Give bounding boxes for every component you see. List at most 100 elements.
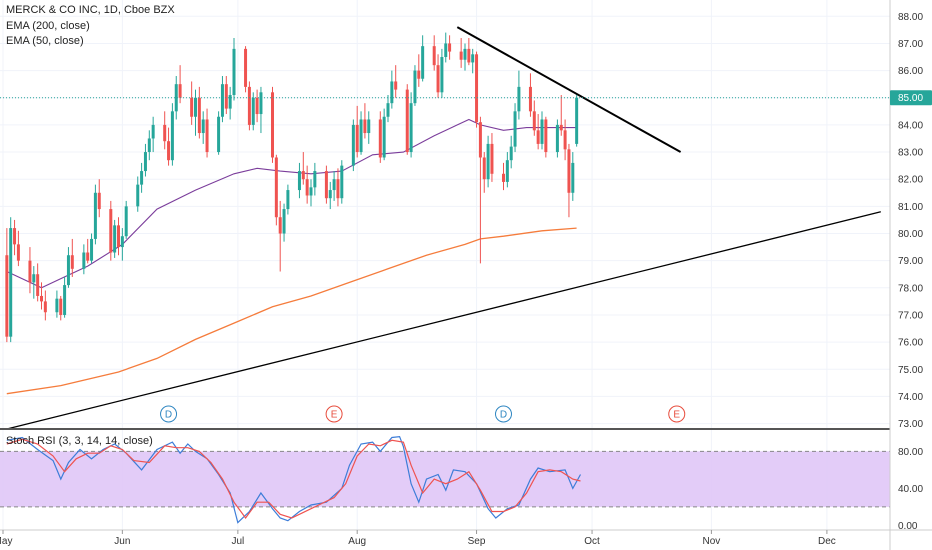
candle[interactable] bbox=[340, 160, 344, 204]
candle[interactable] bbox=[201, 111, 205, 144]
candle[interactable] bbox=[405, 84, 409, 155]
candle[interactable] bbox=[432, 35, 436, 71]
candle[interactable] bbox=[575, 95, 579, 147]
legend-stoch[interactable]: Stoch RSI (3, 3, 14, 14, close) bbox=[6, 435, 153, 447]
candle[interactable] bbox=[413, 65, 417, 106]
candle[interactable] bbox=[197, 86, 201, 139]
candle[interactable] bbox=[120, 228, 124, 261]
candle[interactable] bbox=[559, 95, 563, 136]
candle[interactable] bbox=[274, 154, 278, 226]
candle[interactable] bbox=[13, 219, 17, 256]
candle[interactable] bbox=[55, 290, 59, 318]
candle[interactable] bbox=[301, 152, 305, 185]
candle[interactable] bbox=[124, 200, 128, 239]
event-marker[interactable]: E bbox=[668, 405, 686, 423]
event-marker[interactable]: E bbox=[325, 405, 343, 423]
candle[interactable] bbox=[232, 38, 236, 101]
candle[interactable] bbox=[478, 116, 482, 264]
candle[interactable] bbox=[9, 217, 13, 343]
candle[interactable] bbox=[136, 176, 140, 212]
candle[interactable] bbox=[16, 230, 20, 267]
candle[interactable] bbox=[359, 111, 363, 155]
candle[interactable] bbox=[117, 217, 120, 256]
candle[interactable] bbox=[224, 76, 228, 115]
candle[interactable] bbox=[475, 51, 479, 128]
candle[interactable] bbox=[421, 35, 425, 82]
candle[interactable] bbox=[544, 116, 548, 158]
candle[interactable] bbox=[486, 135, 490, 188]
candle[interactable] bbox=[220, 76, 224, 123]
candle[interactable] bbox=[463, 43, 467, 71]
descending-trendline[interactable] bbox=[456, 26, 682, 153]
candle[interactable] bbox=[459, 38, 463, 68]
candle[interactable] bbox=[482, 152, 486, 193]
stoch-axis[interactable]: 0.00 40.00 80.00 bbox=[898, 447, 923, 532]
candle[interactable] bbox=[259, 86, 263, 134]
candle[interactable] bbox=[167, 127, 171, 166]
event-marker[interactable]: D bbox=[160, 405, 178, 423]
candle[interactable] bbox=[309, 179, 313, 207]
candle[interactable] bbox=[244, 46, 248, 93]
candle[interactable] bbox=[174, 76, 178, 120]
candle[interactable] bbox=[43, 290, 47, 321]
candle[interactable] bbox=[532, 100, 536, 136]
candle[interactable] bbox=[63, 276, 67, 318]
candle[interactable] bbox=[190, 81, 194, 125]
candle[interactable] bbox=[467, 38, 471, 66]
candle[interactable] bbox=[305, 165, 309, 204]
candle[interactable] bbox=[143, 143, 147, 177]
candle[interactable] bbox=[382, 108, 386, 161]
candle[interactable] bbox=[471, 48, 475, 74]
candle[interactable] bbox=[571, 152, 575, 201]
time-axis[interactable]: May Jun Jul Aug Sep Oct Nov Dec bbox=[0, 530, 836, 547]
candle[interactable] bbox=[82, 244, 86, 275]
candle[interactable] bbox=[417, 54, 421, 87]
candle[interactable] bbox=[32, 266, 36, 299]
candle[interactable] bbox=[271, 86, 274, 163]
candle[interactable] bbox=[332, 171, 336, 201]
candle[interactable] bbox=[363, 103, 367, 139]
candle[interactable] bbox=[540, 111, 544, 150]
candle[interactable] bbox=[109, 200, 113, 261]
candle[interactable] bbox=[336, 168, 340, 207]
candle[interactable] bbox=[205, 108, 209, 158]
candle[interactable] bbox=[93, 184, 97, 245]
candle[interactable] bbox=[505, 152, 509, 188]
candle[interactable] bbox=[448, 35, 452, 60]
candle[interactable] bbox=[328, 181, 332, 210]
candle[interactable] bbox=[147, 130, 151, 161]
candle[interactable] bbox=[528, 73, 532, 117]
candle[interactable] bbox=[409, 92, 413, 158]
candle[interactable] bbox=[90, 233, 94, 264]
price-axis[interactable]: 73.00 74.00 75.00 76.00 77.00 78.00 79.00 80.00… bbox=[898, 12, 923, 430]
candle[interactable] bbox=[313, 162, 317, 196]
candle[interactable] bbox=[555, 119, 559, 158]
legend-symbol[interactable]: MERCK & CO INC, 1D, Cboe BZX bbox=[6, 4, 175, 16]
candle[interactable] bbox=[297, 162, 301, 199]
legend-ema200[interactable]: EMA (200, close) bbox=[6, 20, 90, 32]
candle[interactable] bbox=[282, 203, 286, 242]
ascending-trendline[interactable] bbox=[6, 211, 881, 430]
candle[interactable] bbox=[36, 263, 40, 302]
candle[interactable] bbox=[390, 70, 394, 109]
candle[interactable] bbox=[28, 247, 32, 294]
candle[interactable] bbox=[228, 86, 232, 120]
candle[interactable] bbox=[247, 81, 251, 131]
candle[interactable] bbox=[355, 105, 359, 158]
candle[interactable] bbox=[444, 32, 448, 63]
legend-ema50[interactable]: EMA (50, close) bbox=[6, 35, 84, 47]
candle[interactable] bbox=[170, 103, 174, 166]
candle[interactable] bbox=[140, 162, 144, 193]
candlestick-series[interactable] bbox=[5, 32, 579, 343]
candle[interactable] bbox=[517, 70, 521, 120]
candle[interactable] bbox=[567, 143, 571, 218]
candle[interactable] bbox=[502, 162, 505, 191]
candle[interactable] bbox=[217, 111, 221, 155]
candle[interactable] bbox=[66, 247, 70, 288]
candle[interactable] bbox=[286, 184, 290, 215]
candle[interactable] bbox=[378, 111, 382, 163]
stoch-pane[interactable] bbox=[0, 435, 890, 524]
candle[interactable] bbox=[178, 65, 182, 104]
